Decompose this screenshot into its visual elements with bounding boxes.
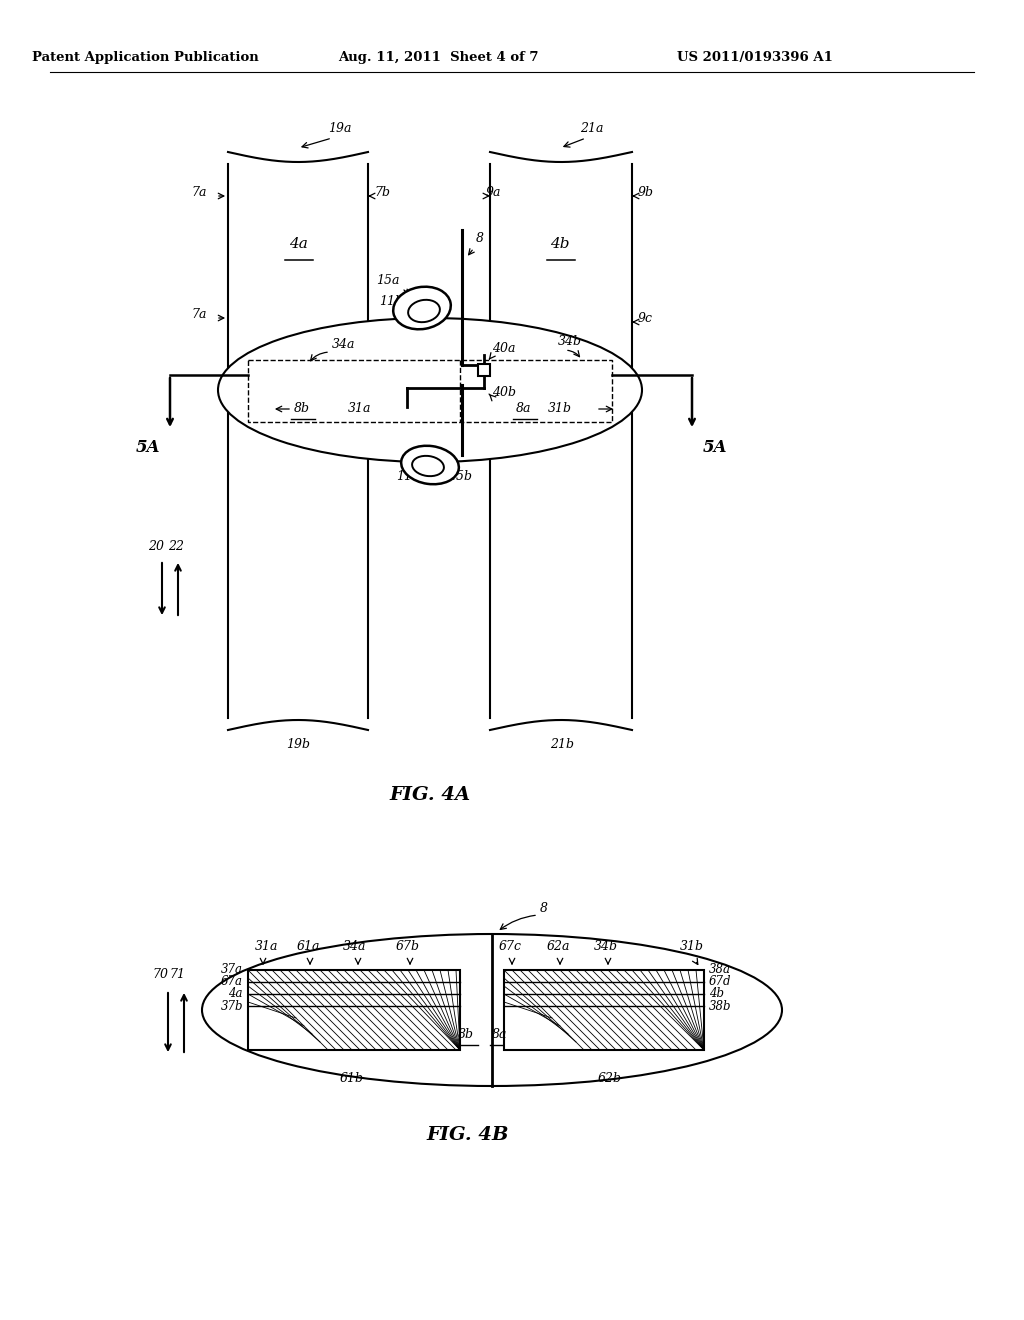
Text: 31a: 31a	[255, 940, 279, 953]
Text: 71: 71	[169, 968, 185, 981]
Text: 62b: 62b	[598, 1072, 622, 1085]
Text: 8a: 8a	[493, 1028, 508, 1041]
Text: 31a: 31a	[348, 403, 372, 414]
Text: 20: 20	[148, 540, 164, 553]
Bar	[248, 360, 612, 422]
Text: 8a: 8a	[516, 403, 531, 414]
Text: 7a: 7a	[191, 186, 207, 199]
Text: 67a: 67a	[221, 975, 243, 987]
Ellipse shape	[393, 286, 451, 329]
Text: 40a: 40a	[492, 342, 515, 355]
Text: 37a: 37a	[221, 964, 243, 975]
Text: 19a: 19a	[329, 121, 352, 135]
Text: FIG. 4B: FIG. 4B	[427, 1126, 509, 1144]
Text: Aug. 11, 2011  Sheet 4 of 7: Aug. 11, 2011 Sheet 4 of 7	[338, 50, 539, 63]
Text: 4b: 4b	[550, 238, 569, 251]
Text: 40b: 40b	[492, 385, 516, 399]
Bar	[478, 364, 490, 376]
Text: 9c: 9c	[638, 312, 653, 325]
Ellipse shape	[401, 446, 459, 484]
Text: 34a: 34a	[332, 338, 355, 351]
Bar	[504, 970, 705, 1049]
Text: 31b: 31b	[548, 403, 572, 414]
Text: 21a: 21a	[581, 121, 604, 135]
Text: 31b: 31b	[680, 940, 705, 953]
Text: 8: 8	[540, 902, 548, 915]
Ellipse shape	[202, 935, 782, 1086]
Text: 38b: 38b	[709, 1001, 731, 1012]
Text: FIG. 4A: FIG. 4A	[389, 785, 471, 804]
Text: 7b: 7b	[374, 186, 390, 199]
Ellipse shape	[412, 455, 444, 477]
Text: 11a: 11a	[396, 470, 420, 483]
Text: 11b: 11b	[379, 294, 403, 308]
Text: 62a: 62a	[546, 940, 569, 953]
Text: 34a: 34a	[343, 940, 367, 953]
Text: 7a: 7a	[191, 308, 207, 321]
Text: 4b: 4b	[709, 987, 724, 1001]
Text: 5A: 5A	[136, 440, 160, 457]
Text: 4a: 4a	[289, 238, 307, 251]
Text: 15a: 15a	[377, 275, 400, 286]
Text: Patent Application Publication: Patent Application Publication	[32, 50, 258, 63]
Text: 8b: 8b	[458, 1028, 474, 1041]
Text: 4a: 4a	[228, 987, 243, 1001]
Text: 61a: 61a	[296, 940, 319, 953]
Text: 34b: 34b	[594, 940, 618, 953]
Text: 38a: 38a	[709, 964, 731, 975]
Text: 8b: 8b	[294, 403, 310, 414]
Text: 34b: 34b	[558, 335, 582, 348]
Text: 22: 22	[168, 540, 184, 553]
Text: 9b: 9b	[638, 186, 654, 199]
Text: 67c: 67c	[499, 940, 521, 953]
Text: 5A: 5A	[702, 440, 727, 457]
Text: 37b: 37b	[220, 1001, 243, 1012]
Text: 70: 70	[152, 968, 168, 981]
Text: US 2011/0193396 A1: US 2011/0193396 A1	[677, 50, 833, 63]
Text: 19b: 19b	[286, 738, 310, 751]
Ellipse shape	[409, 300, 440, 322]
Text: 67b: 67b	[396, 940, 420, 953]
Text: 61b: 61b	[340, 1072, 364, 1085]
Bar	[248, 970, 460, 1049]
Text: 21b: 21b	[550, 738, 574, 751]
Text: 8: 8	[476, 232, 484, 246]
Text: 67d: 67d	[709, 975, 731, 987]
Ellipse shape	[218, 318, 642, 462]
Text: 15b: 15b	[449, 470, 472, 483]
Text: 9a: 9a	[486, 186, 502, 199]
